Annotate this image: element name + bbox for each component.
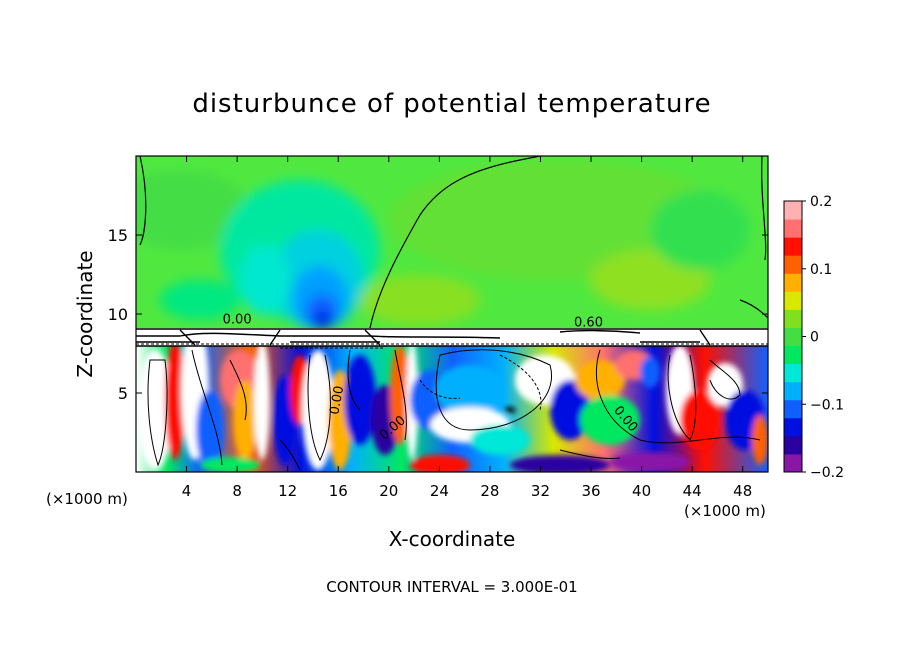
colorbar-swatch	[784, 345, 802, 365]
colorbar-swatch	[784, 291, 802, 310]
chart-title: disturbunce of potential temperature	[192, 89, 711, 119]
colorbar-tick-label: 0.2	[810, 194, 832, 210]
x-tick-label: 16	[329, 482, 348, 500]
colorbar	[783, 200, 803, 473]
y-tick-label: 10	[108, 305, 128, 324]
x-axis-label: X-coordinate	[389, 527, 516, 551]
colorbar-swatch	[784, 309, 802, 328]
colorbar-swatch	[784, 435, 802, 455]
colorbar-swatch	[784, 219, 802, 238]
colorbar-ticks: 0.2 0.1 0 −0.1 −0.2	[802, 194, 844, 481]
x-unit-left: (×1000 m)	[46, 490, 128, 508]
x-axis-ticks: 4 8 12 16 20 24 28 32 36 40 44 48	[182, 156, 752, 500]
colorbar-swatch	[784, 255, 802, 274]
colorbar-swatch	[784, 363, 802, 383]
x-tick-label: 12	[278, 482, 297, 500]
x-unit-right: (×1000 m)	[684, 502, 766, 520]
x-tick-label: 32	[531, 482, 550, 500]
colorbar-tick-label: −0.2	[810, 465, 844, 481]
colorbar-swatch	[784, 399, 802, 419]
x-tick-label: 40	[632, 482, 651, 500]
colorbar-swatch	[784, 237, 802, 256]
contour-interval-note: CONTOUR INTERVAL = 3.000E-01	[326, 578, 577, 596]
contour-label: 0.00	[327, 385, 347, 416]
contour-label: 0.00	[223, 312, 252, 327]
colorbar-tick-label: −0.1	[810, 397, 844, 413]
contour-label: 0.60	[574, 316, 603, 331]
heatmap-field	[136, 156, 768, 472]
colorbar-swatch	[784, 327, 802, 347]
x-tick-label: 8	[232, 482, 242, 500]
colorbar-tick-label: 0.1	[810, 262, 832, 278]
colorbar-tick-label: 0	[810, 330, 819, 346]
y-tick-label: 5	[118, 384, 128, 403]
x-tick-label: 48	[733, 482, 752, 500]
colorbar-swatch	[784, 453, 802, 473]
colorbar-swatch	[784, 417, 802, 437]
x-tick-label: 28	[480, 482, 499, 500]
x-tick-label: 44	[683, 482, 702, 500]
y-tick-label: 15	[108, 226, 128, 245]
y-axis-ticks: 5 10 15	[108, 226, 768, 403]
x-tick-label: 36	[581, 482, 600, 500]
colorbar-swatch	[784, 273, 802, 292]
y-axis-label: Z-coordinate	[73, 250, 97, 377]
colorbar-swatch	[784, 201, 802, 220]
x-tick-label: 4	[182, 482, 192, 500]
x-tick-label: 20	[379, 482, 398, 500]
x-tick-label: 24	[430, 482, 449, 500]
colorbar-swatch	[784, 381, 802, 401]
